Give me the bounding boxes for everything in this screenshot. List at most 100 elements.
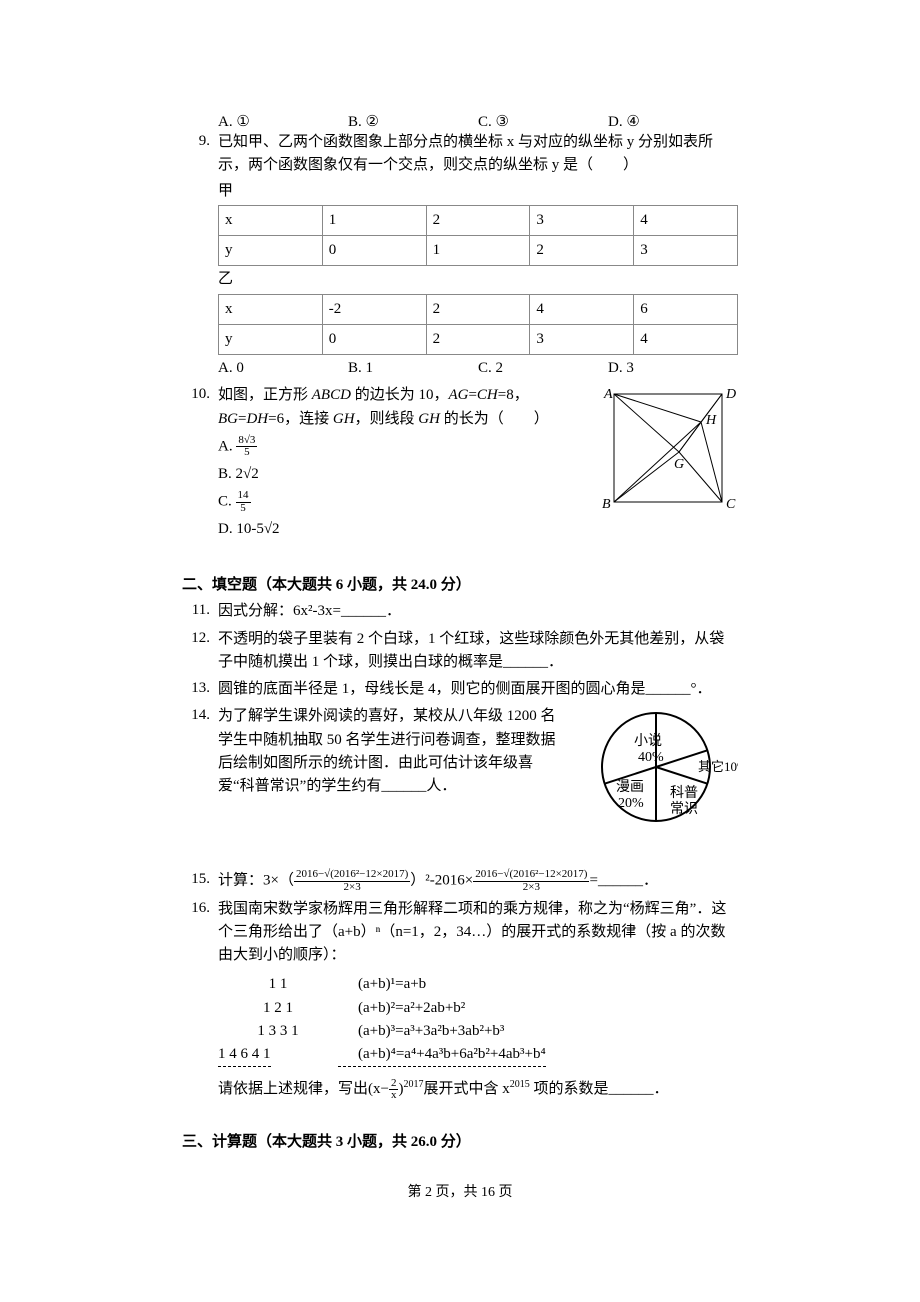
label-A: A — [603, 387, 613, 402]
q13-stem: 圆锥的底面半径是 1，母线长是 4，则它的侧面展开图的圆心角是______°． — [210, 678, 738, 701]
label-D: D — [725, 387, 736, 402]
table-row: y 0 2 3 4 — [219, 324, 738, 354]
text: 2017 — [403, 1079, 423, 1090]
cell: 2 — [530, 236, 634, 266]
cell: x — [219, 205, 323, 235]
q9-label-jia: 甲 — [218, 180, 738, 203]
pie-label: 20% — [618, 796, 644, 811]
pie-label: 40% — [638, 750, 664, 765]
pascal-expand: (a+b)³=a³+3a²b+3ab²+b³ — [338, 1020, 546, 1043]
cell: 3 — [634, 236, 738, 266]
q11-number: 11. — [182, 600, 210, 619]
pascal-row: 1 4 6 4 1 — [218, 1043, 271, 1067]
text: C. — [218, 494, 236, 510]
cell: -2 — [322, 294, 426, 324]
cell: 1 — [322, 205, 426, 235]
text: =______． — [589, 873, 657, 889]
text: ）²-2016× — [410, 873, 473, 889]
text: 14 — [236, 490, 251, 503]
text: AG — [448, 387, 468, 403]
pascal-row: 1 3 3 1 — [218, 1020, 338, 1043]
q14-pie-chart: 小说 40% 其它10% 科普 常识 漫画 20% — [578, 705, 738, 835]
text: GH — [418, 411, 440, 427]
pie-label: 小说 — [634, 733, 662, 749]
q9-opt-c: C. 2 — [478, 357, 608, 380]
text: =8， — [498, 387, 529, 403]
label-G: G — [674, 457, 684, 472]
cell: 2 — [426, 205, 530, 235]
q8-opt-b: B. ② — [348, 112, 478, 131]
text: DH — [246, 411, 268, 427]
page-footer: 第 2 页，共 16 页 — [182, 1181, 738, 1201]
q11-stem: 因式分解：6x²-3x=______． — [210, 600, 738, 623]
cell: 4 — [634, 324, 738, 354]
text: 5 — [236, 503, 251, 515]
pascal-row: 1 1 — [218, 973, 338, 996]
text: 的边长为 10， — [351, 387, 449, 403]
label-H: H — [705, 413, 717, 428]
text: 2015 — [510, 1079, 530, 1090]
text: 展开式中含 x — [423, 1081, 509, 1097]
pie-label: 常识 — [670, 801, 698, 817]
q9-label-yi: 乙 — [218, 268, 738, 291]
table-row: x 1 2 3 4 — [219, 205, 738, 235]
text: 2×3 — [294, 882, 410, 894]
q9-number: 9. — [182, 131, 210, 150]
text: 项的系数是______． — [530, 1081, 669, 1097]
q9-options: A. 0 B. 1 C. 2 D. 3 — [218, 357, 738, 380]
q9-opt-d: D. 3 — [608, 357, 738, 380]
cell: 2 — [426, 324, 530, 354]
q8-options: A. ① B. ② C. ③ D. ④ — [218, 112, 738, 131]
cell: 3 — [530, 205, 634, 235]
q12-stem: 不透明的袋子里装有 2 个白球，1 个红球，这些球除颜色外无其他差别，从袋子中随… — [210, 628, 738, 675]
pascal-expand: (a+b)⁴=a⁴+4a³b+6a²b²+4ab³+b⁴ — [338, 1043, 546, 1067]
text: A. — [218, 438, 236, 454]
q12-number: 12. — [182, 628, 210, 647]
q15-stem: 计算：3×（2016−√(2016²−12×2017)2×3）²-2016×20… — [210, 869, 738, 893]
section2-header: 二、填空题（本大题共 6 小题，共 24.0 分） — [182, 573, 738, 594]
pascal-right: (a+b)¹=a+b (a+b)²=a²+2ab+b² (a+b)³=a³+3a… — [338, 973, 546, 1067]
pascal-expand: (a+b)²=a²+2ab+b² — [338, 997, 546, 1020]
cell: 4 — [530, 294, 634, 324]
pie-label: 其它10% — [698, 759, 738, 774]
q8-opt-d: D. ④ — [608, 112, 738, 131]
q9-opt-b: B. 1 — [348, 357, 478, 380]
q9-stem: 已知甲、乙两个函数图象上部分点的横坐标 x 与对应的纵坐标 y 分别如表所示，两… — [218, 131, 738, 178]
q16-tail: 请依据上述规律，写出(x−2x)2017展开式中含 x2015 项的系数是___… — [218, 1077, 738, 1102]
q16-stem: 我国南宋数学家杨辉用三角形解释二项和的乘方规律，称之为“杨辉三角”．这个三角形给… — [218, 898, 738, 968]
section3-header: 三、计算题（本大题共 3 小题，共 26.0 分） — [182, 1130, 738, 1151]
q13-number: 13. — [182, 678, 210, 697]
pie-label: 漫画 — [616, 779, 644, 795]
text: CH — [477, 387, 498, 403]
text: =6，连接 — [268, 411, 333, 427]
text: 请依据上述规律，写出 — [218, 1081, 368, 1097]
cell: y — [219, 324, 323, 354]
text: 如图，正方形 — [218, 387, 312, 403]
pie-label: 科普 — [670, 785, 698, 801]
q15-number: 15. — [182, 869, 210, 888]
cell: 0 — [322, 236, 426, 266]
text: ，则线段 — [355, 411, 419, 427]
q10-opt-d: D. 10-5√2 — [218, 518, 738, 541]
table-row: x -2 2 4 6 — [219, 294, 738, 324]
cell: 3 — [530, 324, 634, 354]
table-row: y 0 1 2 3 — [219, 236, 738, 266]
text: GH — [333, 411, 355, 427]
q16-number: 16. — [182, 898, 210, 917]
pascal-left: 1 1 1 2 1 1 3 3 1 1 4 6 4 1 — [218, 973, 338, 1067]
cell: y — [219, 236, 323, 266]
text: ABCD — [312, 387, 351, 403]
cell: 2 — [426, 294, 530, 324]
q9-opt-a: A. 0 — [218, 357, 348, 380]
cell: x — [219, 294, 323, 324]
text: 5 — [236, 447, 257, 459]
text: 的长为（ ） — [440, 411, 549, 427]
pascal-row: 1 2 1 — [218, 997, 338, 1020]
pascal-expand: (a+b)¹=a+b — [338, 973, 546, 996]
cell: 4 — [634, 205, 738, 235]
q14-number: 14. — [182, 705, 210, 724]
q8-opt-a: A. ① — [218, 112, 348, 131]
text: 计算：3×（ — [218, 873, 294, 889]
pascal-triangle: 1 1 1 2 1 1 3 3 1 1 4 6 4 1 (a+b)¹=a+b (… — [218, 973, 738, 1067]
label-C: C — [726, 497, 736, 512]
